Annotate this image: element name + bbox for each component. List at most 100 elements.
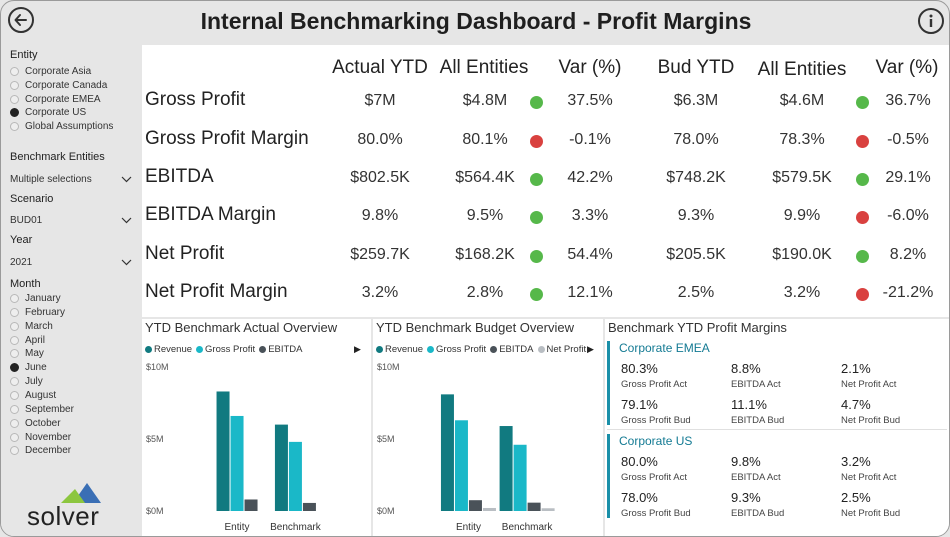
bar-benchmark-net-profit[interactable]	[541, 508, 555, 511]
bar-benchmark-revenue[interactable]	[499, 426, 513, 511]
radio-button[interactable]	[10, 321, 19, 331]
kpi-value: 2.8%	[466, 284, 504, 301]
benchmark-dropdown[interactable]: Multiple selections	[10, 170, 132, 188]
bar-entity-gross-profit[interactable]	[230, 415, 244, 511]
bar-entity-ebitda[interactable]	[468, 500, 482, 511]
kpi-value: 37.5%	[567, 92, 613, 109]
chart-legend: Revenue Gross Profit EBITDA Net Profit	[376, 344, 590, 355]
radio-button[interactable]	[10, 80, 19, 90]
kpi-value: 80.0%	[357, 131, 403, 148]
bar-entity-net-profit[interactable]	[482, 507, 496, 511]
month-option[interactable]: February	[10, 306, 65, 319]
kpi-row-label: EBITDA	[145, 166, 214, 187]
y-tick-label: $0M	[146, 506, 164, 516]
margin-value: 80.3%	[621, 361, 658, 376]
radio-button[interactable]	[10, 390, 19, 400]
month-option[interactable]: November	[10, 431, 71, 444]
margin-value: 2.5%	[841, 490, 871, 505]
margin-value: 80.0%	[621, 454, 658, 469]
margin-caption: Net Profit Bud	[841, 415, 901, 426]
entity-option-label: Corporate Canada	[25, 79, 108, 91]
status-indicator-bad	[530, 135, 543, 148]
month-option-label: June	[25, 362, 47, 374]
legend-next-icon[interactable]: ▶	[354, 344, 361, 354]
legend-swatch	[376, 346, 383, 353]
month-option-label: July	[25, 376, 43, 388]
legend-swatch	[259, 346, 267, 353]
margin-caption: Gross Profit Act	[621, 472, 687, 483]
month-option[interactable]: April	[10, 334, 45, 347]
radio-button[interactable]	[10, 363, 19, 373]
bar-benchmark-gross-profit[interactable]	[288, 441, 302, 511]
bar-benchmark-revenue[interactable]	[274, 424, 288, 511]
back-button[interactable]	[8, 7, 34, 33]
y-tick-label: $10M	[146, 362, 169, 372]
radio-button[interactable]	[10, 418, 19, 428]
month-option[interactable]: August	[10, 389, 56, 402]
status-indicator-good	[530, 173, 543, 186]
month-option[interactable]: October	[10, 417, 61, 430]
bar-entity-gross-profit[interactable]	[454, 420, 468, 511]
kpi-value: 80.1%	[462, 131, 508, 148]
month-option[interactable]: July	[10, 375, 43, 388]
radio-button[interactable]	[10, 349, 19, 359]
filter-sidebar: Entity Corporate Asia Corporate Canada Cor…	[1, 45, 142, 536]
radio-button[interactable]	[10, 432, 19, 442]
legend-item: Revenue	[145, 344, 192, 355]
month-option-label: November	[25, 431, 72, 443]
radio-button[interactable]	[10, 335, 19, 345]
month-option[interactable]: December	[10, 444, 71, 457]
kpi-value: 42.2%	[567, 169, 613, 186]
entity-option[interactable]: Global Assumptions	[10, 120, 113, 133]
profit-margins-panel: Benchmark YTD Profit Margins Corporate E…	[605, 319, 949, 536]
kpi-value: 3.2%	[361, 284, 399, 301]
radio-button[interactable]	[10, 404, 19, 414]
month-option[interactable]: January	[10, 292, 61, 305]
bar-entity-revenue[interactable]	[440, 394, 454, 511]
status-indicator-good	[856, 173, 869, 186]
radio-button[interactable]	[10, 94, 19, 104]
year-label: Year	[10, 234, 33, 246]
info-icon	[929, 14, 933, 27]
status-indicator-good	[530, 96, 543, 109]
kpi-row-label: Net Profit Margin	[145, 281, 288, 302]
kpi-value: $6.3M	[673, 92, 719, 109]
bar-benchmark-ebitda[interactable]	[527, 502, 541, 511]
bar-entity-revenue[interactable]	[216, 391, 230, 511]
margin-value: 79.1%	[621, 397, 658, 412]
radio-button[interactable]	[10, 108, 19, 118]
radio-button[interactable]	[10, 122, 19, 132]
radio-button[interactable]	[10, 307, 19, 317]
bar-entity-ebitda[interactable]	[244, 499, 258, 511]
month-option[interactable]: March	[10, 320, 53, 333]
radio-button[interactable]	[10, 446, 19, 456]
kpi-value: 29.1%	[885, 169, 931, 186]
chart-title: YTD Benchmark Actual Overview	[145, 320, 338, 335]
month-option[interactable]: June	[10, 361, 47, 374]
month-option-label: February	[25, 306, 66, 318]
legend-next-icon[interactable]: ▶	[587, 344, 594, 354]
month-option[interactable]: September	[10, 403, 74, 416]
margin-group-name: Corporate EMEA	[619, 341, 710, 355]
year-dropdown[interactable]: 2021	[10, 253, 132, 271]
bar-benchmark-ebitda[interactable]	[302, 502, 316, 511]
radio-button[interactable]	[10, 294, 19, 303]
entity-option[interactable]: Corporate Canada	[10, 79, 107, 92]
radio-button[interactable]	[10, 377, 19, 387]
budget-overview-chart: YTD Benchmark Budget Overview Revenue Gro…	[373, 319, 603, 536]
scenario-dropdown[interactable]: BUD01	[10, 211, 132, 229]
info-button[interactable]	[918, 8, 944, 34]
bar-benchmark-gross-profit[interactable]	[513, 444, 527, 511]
month-option[interactable]: May	[10, 347, 44, 360]
entity-option[interactable]: Corporate US	[10, 106, 86, 119]
entity-option[interactable]: Corporate Asia	[10, 65, 91, 78]
margin-caption: Gross Profit Bud	[621, 415, 691, 426]
radio-button[interactable]	[10, 67, 19, 76]
profit-margins-title: Benchmark YTD Profit Margins	[608, 320, 787, 335]
kpi-value: 9.5%	[466, 207, 504, 224]
x-category-label: Benchmark	[502, 522, 554, 533]
entity-option[interactable]: Corporate EMEA	[10, 93, 101, 106]
group-divider	[607, 429, 947, 430]
kpi-value: $802.5K	[350, 169, 410, 186]
solver-logo: solver	[23, 481, 123, 531]
